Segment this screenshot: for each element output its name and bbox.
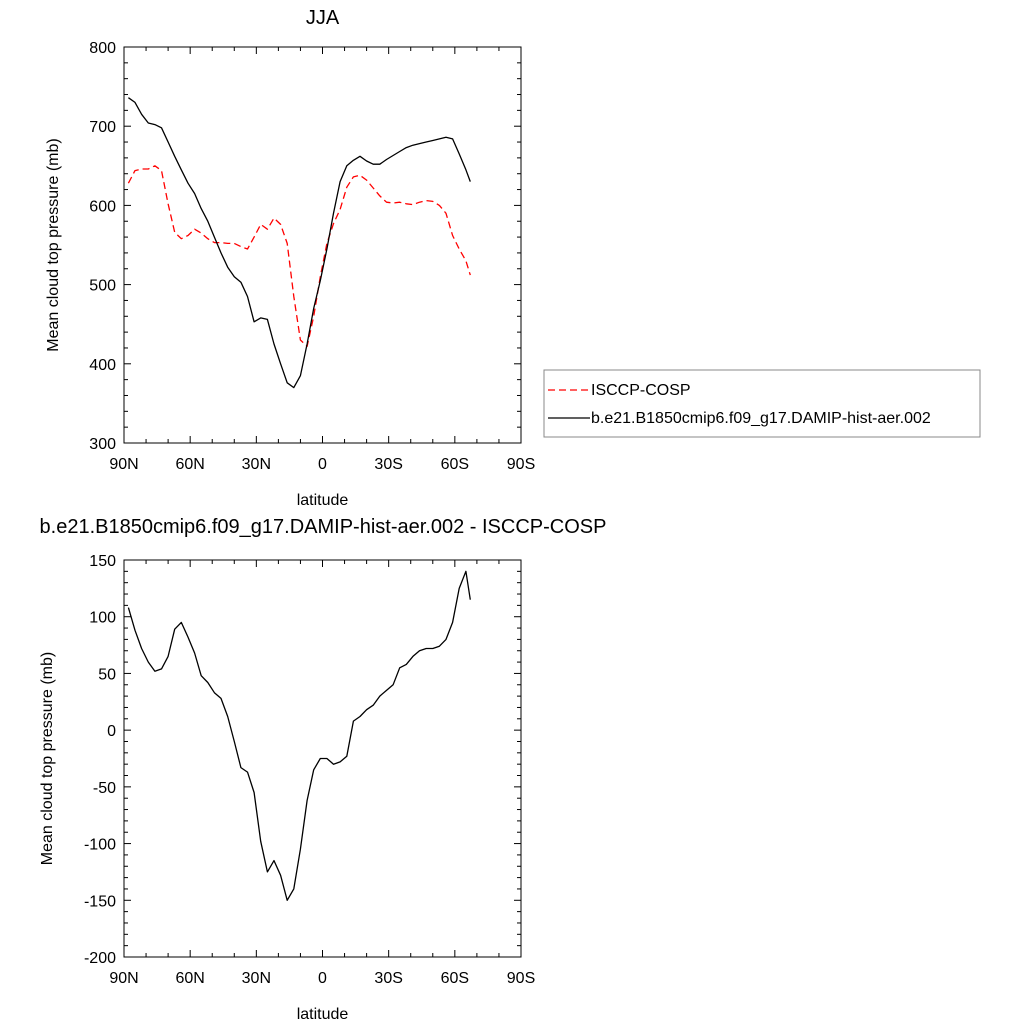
y-tick-label: 150 xyxy=(89,553,116,570)
chart-title: JJA xyxy=(306,7,340,29)
x-tick-label: 90N xyxy=(109,456,138,473)
x-tick-label: 0 xyxy=(318,456,327,473)
y-axis-label: Mean cloud top pressure (mb) xyxy=(39,652,56,865)
series-line-1 xyxy=(127,570,471,901)
x-tick-label: 30N xyxy=(242,970,271,987)
y-tick-label: 700 xyxy=(89,119,116,136)
legend-label: ISCCP-COSP xyxy=(591,382,691,399)
x-axis-label: latitude xyxy=(297,1006,349,1023)
y-tick-label: -200 xyxy=(84,950,116,967)
x-tick-label: 30S xyxy=(374,456,402,473)
chart-panel-2: b.e21.B1850cmip6.f09_g17.DAMIP-hist-aer.… xyxy=(39,516,606,1023)
y-tick-label: 500 xyxy=(89,278,116,295)
x-tick-label: 90N xyxy=(109,970,138,987)
y-tick-label: 100 xyxy=(89,610,116,627)
x-axis-label: latitude xyxy=(297,492,349,509)
x-tick-label: 60S xyxy=(441,456,469,473)
y-tick-label: 0 xyxy=(107,723,116,740)
legend-box xyxy=(543,369,981,438)
y-tick-label: 800 xyxy=(89,40,116,57)
y-tick-label: -100 xyxy=(84,837,116,854)
x-tick-label: 30N xyxy=(242,456,271,473)
x-tick-label: 30S xyxy=(374,970,402,987)
y-tick-label: -150 xyxy=(84,893,116,910)
x-tick-label: 0 xyxy=(318,970,327,987)
plot-frame xyxy=(123,46,522,444)
x-tick-label: 60S xyxy=(441,970,469,987)
y-tick-label: 400 xyxy=(89,357,116,374)
series-line-2 xyxy=(128,97,471,389)
chart-title: b.e21.B1850cmip6.f09_g17.DAMIP-hist-aer.… xyxy=(40,516,607,538)
x-tick-label: 60N xyxy=(175,456,204,473)
x-tick-label: 90S xyxy=(507,456,535,473)
y-tick-label: 50 xyxy=(98,666,116,683)
y-tick-label: 600 xyxy=(89,198,116,215)
y-tick-label: 300 xyxy=(89,436,116,453)
chart-panel-1: JJA 90N 60N 30N 0 30S 60S 90S 300 400 500 600 700 800… xyxy=(45,7,981,509)
series-line-1 xyxy=(127,165,471,348)
legend: ISCCP-COSP b.e21.B1850cmip6.f09_g17.DAMIP… xyxy=(543,369,981,438)
legend-label: b.e21.B1850cmip6.f09_g17.DAMIP-hist-aer.… xyxy=(591,410,931,427)
y-tick-label: -50 xyxy=(93,780,116,797)
x-tick-label: 60N xyxy=(175,970,204,987)
x-tick-label: 90S xyxy=(507,970,535,987)
y-axis-label: Mean cloud top pressure (mb) xyxy=(45,138,62,351)
